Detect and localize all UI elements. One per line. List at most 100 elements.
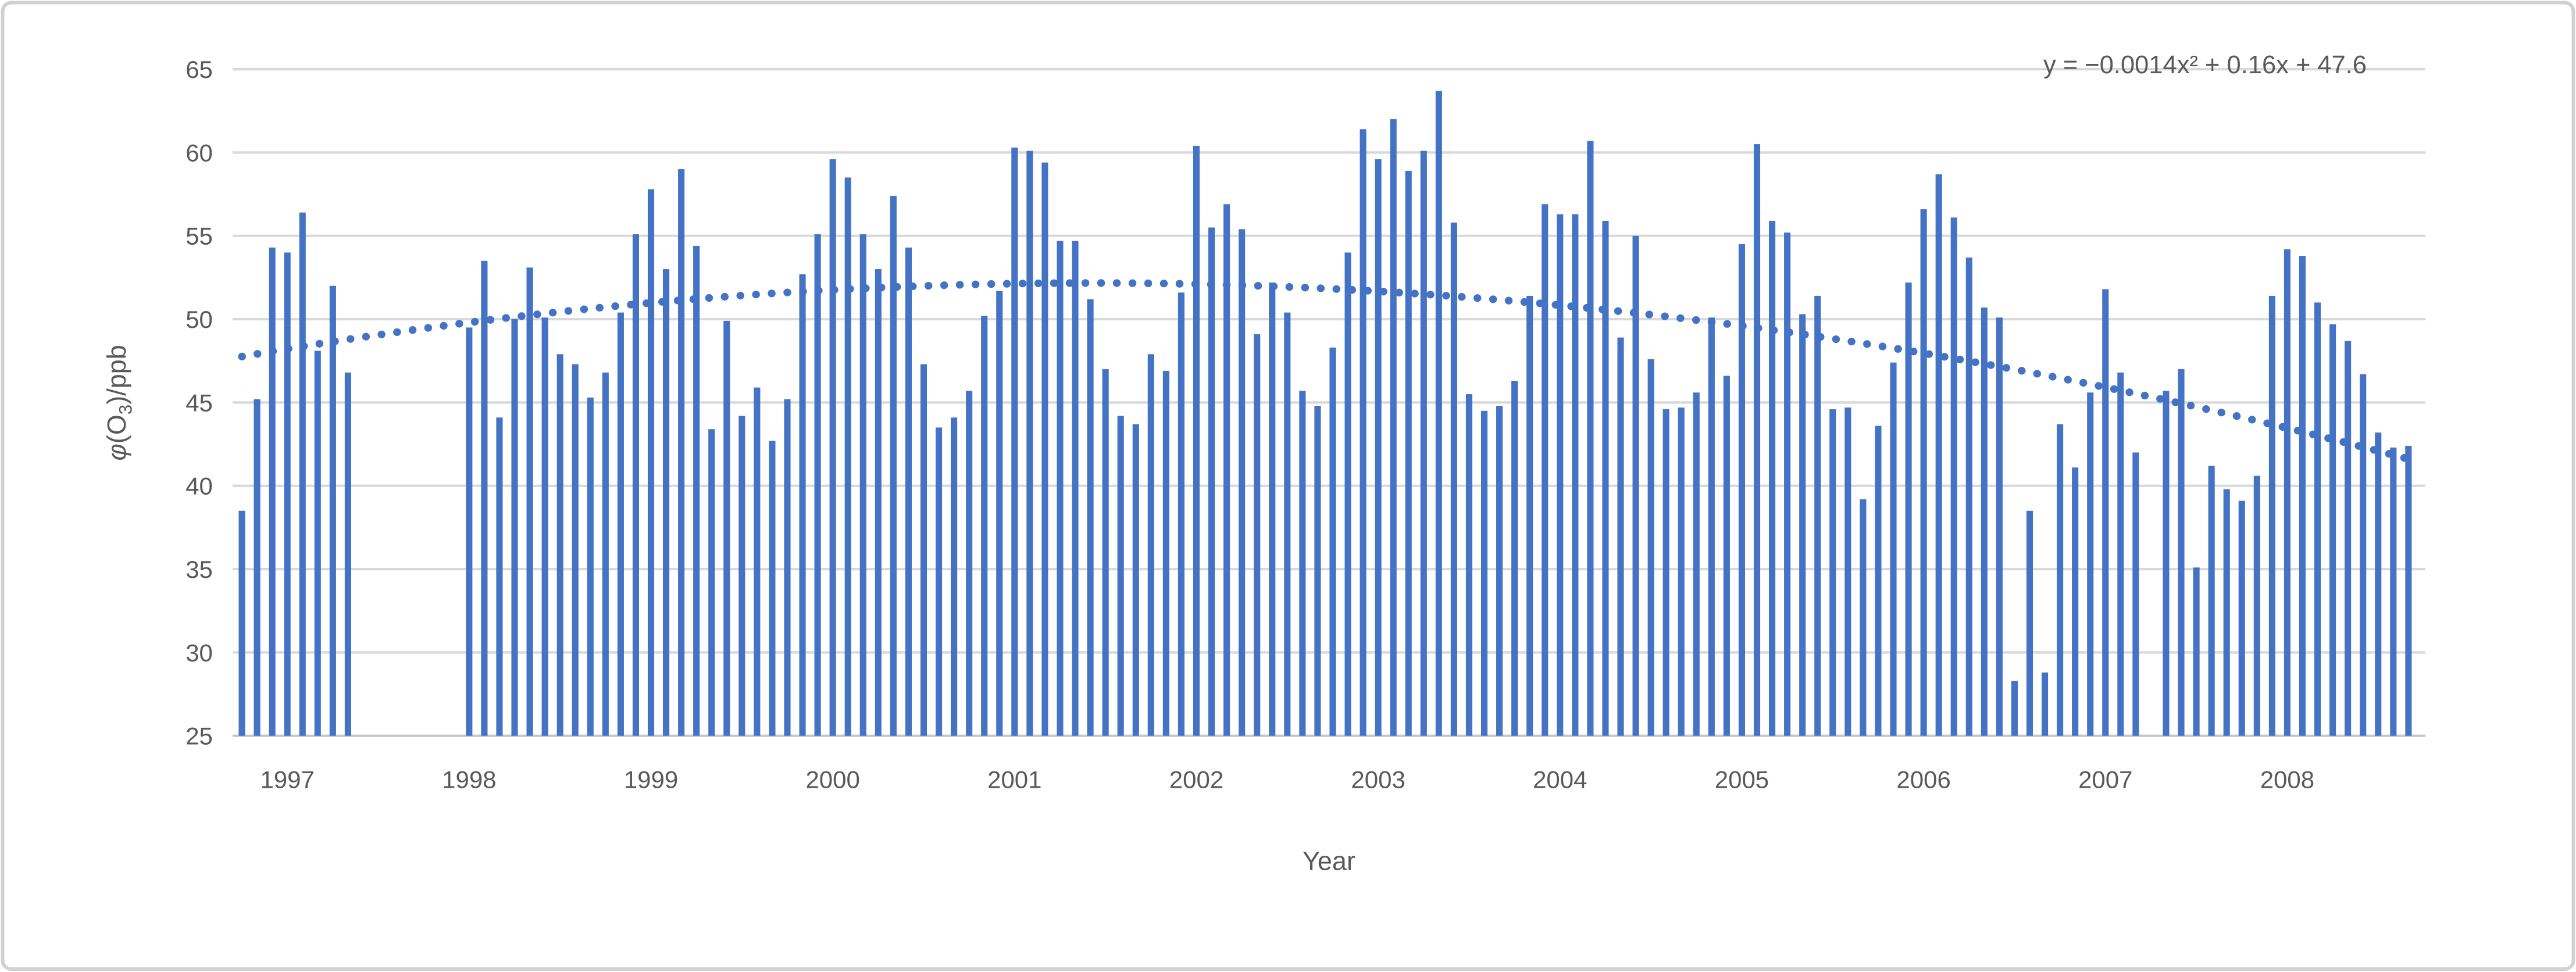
bar[interactable] <box>1526 295 1533 736</box>
bar[interactable] <box>1435 91 1442 736</box>
bar[interactable] <box>2178 369 2185 736</box>
bar[interactable] <box>1026 151 1033 736</box>
bar[interactable] <box>1057 241 1064 736</box>
bar[interactable] <box>1480 410 1488 736</box>
bar[interactable] <box>738 416 745 736</box>
bar[interactable] <box>1602 220 1609 736</box>
bar[interactable] <box>1738 244 1746 736</box>
bar[interactable] <box>1465 394 1473 736</box>
bar[interactable] <box>2238 501 2245 736</box>
bar[interactable] <box>1117 416 1124 736</box>
bar[interactable] <box>2102 289 2109 736</box>
bar[interactable] <box>1799 314 1806 736</box>
bar[interactable] <box>2268 295 2275 736</box>
bar-series[interactable] <box>238 91 2412 736</box>
bar[interactable] <box>329 285 336 736</box>
bar[interactable] <box>723 320 730 736</box>
bar[interactable] <box>1844 407 1851 736</box>
bar[interactable] <box>1965 257 1972 736</box>
bar[interactable] <box>875 269 882 736</box>
bar[interactable] <box>1299 391 1306 736</box>
bar[interactable] <box>647 189 655 736</box>
bar[interactable] <box>1875 426 1882 736</box>
bar[interactable] <box>951 417 958 736</box>
bar[interactable] <box>1542 204 1549 736</box>
bar[interactable] <box>2132 452 2139 736</box>
bar[interactable] <box>1905 282 1912 736</box>
bar[interactable] <box>1708 317 1715 736</box>
bar[interactable] <box>1996 317 2003 736</box>
bar[interactable] <box>2087 392 2094 736</box>
bar[interactable] <box>905 247 912 736</box>
bar[interactable] <box>1450 222 1457 736</box>
bar[interactable] <box>2042 672 2049 736</box>
bar[interactable] <box>1193 145 1200 736</box>
bar[interactable] <box>2117 372 2124 736</box>
bar[interactable] <box>1208 227 1215 736</box>
bar[interactable] <box>1647 359 1654 736</box>
bar[interactable] <box>617 312 624 736</box>
bar[interactable] <box>769 441 776 736</box>
bar[interactable] <box>1693 392 1700 736</box>
bar[interactable] <box>572 364 579 736</box>
bar[interactable] <box>1632 235 1639 736</box>
bar[interactable] <box>678 169 685 736</box>
bar[interactable] <box>1223 204 1230 736</box>
bar[interactable] <box>632 234 639 736</box>
bar[interactable] <box>2329 324 2336 736</box>
bar[interactable] <box>844 177 851 736</box>
bar[interactable] <box>1617 337 1624 736</box>
bar[interactable] <box>2057 424 2064 736</box>
bar[interactable] <box>663 269 670 736</box>
bar[interactable] <box>1587 141 1594 736</box>
bar[interactable] <box>2072 467 2079 736</box>
bar[interactable] <box>602 372 609 736</box>
bar[interactable] <box>1829 409 1836 736</box>
bar[interactable] <box>1662 409 1669 736</box>
bar[interactable] <box>1269 282 1276 736</box>
bar[interactable] <box>284 252 291 736</box>
bar[interactable] <box>1753 144 1761 736</box>
bar[interactable] <box>1375 159 1382 736</box>
bar[interactable] <box>1981 307 1988 736</box>
bar[interactable] <box>2405 445 2412 736</box>
bar[interactable] <box>1329 347 1336 736</box>
bar[interactable] <box>935 427 943 736</box>
bar[interactable] <box>2026 510 2033 736</box>
bar[interactable] <box>254 399 261 736</box>
bar[interactable] <box>814 234 821 736</box>
bar[interactable] <box>829 159 836 736</box>
bar[interactable] <box>1678 407 1685 736</box>
bar[interactable] <box>1890 362 1897 736</box>
bar[interactable] <box>708 429 715 736</box>
bar[interactable] <box>1360 129 1367 736</box>
bar[interactable] <box>890 195 897 736</box>
bar[interactable] <box>1390 119 1397 736</box>
bar[interactable] <box>587 397 594 736</box>
bar[interactable] <box>1405 170 1412 736</box>
bar[interactable] <box>1102 369 1109 736</box>
bar[interactable] <box>693 245 700 736</box>
bar[interactable] <box>2193 567 2200 736</box>
bar[interactable] <box>466 327 473 736</box>
bar[interactable] <box>2299 256 2306 736</box>
bar[interactable] <box>799 274 806 736</box>
bar[interactable] <box>996 291 1003 736</box>
bar[interactable] <box>2390 447 2397 736</box>
bar[interactable] <box>1920 209 1927 736</box>
bar[interactable] <box>1935 174 1942 736</box>
bar[interactable] <box>1011 147 1018 736</box>
bar[interactable] <box>2253 476 2260 736</box>
bar[interactable] <box>1284 312 1291 736</box>
bar[interactable] <box>2011 681 2018 736</box>
bar[interactable] <box>1254 334 1261 736</box>
bar[interactable] <box>1950 217 1957 736</box>
bar[interactable] <box>1723 376 1730 736</box>
bar[interactable] <box>859 234 866 736</box>
bar[interactable] <box>966 391 973 736</box>
bar[interactable] <box>2345 341 2352 736</box>
bar[interactable] <box>920 364 927 736</box>
bar[interactable] <box>511 319 518 736</box>
bar[interactable] <box>1511 381 1518 736</box>
bar[interactable] <box>1496 406 1503 736</box>
